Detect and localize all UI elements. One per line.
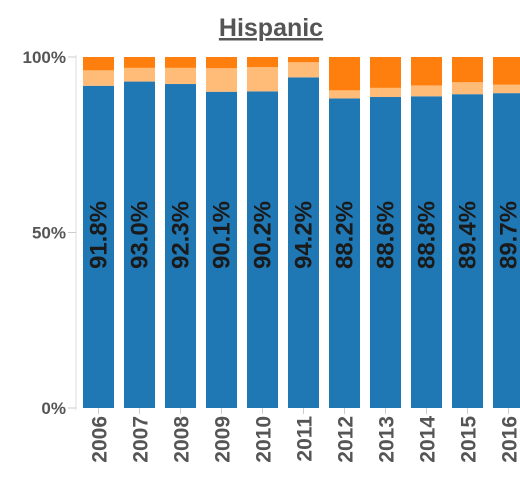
bar-segment-2014-0	[411, 96, 442, 408]
bar-segment-2015-1	[452, 82, 483, 95]
x-tick-label-2012: 2012	[335, 416, 358, 463]
bar-segment-2010-0	[247, 91, 278, 408]
bar-segment-2006-2	[83, 57, 114, 71]
value-label-2011: 94.2%	[291, 201, 318, 269]
bar-segment-2011-2	[288, 57, 319, 63]
bar-segment-2013-2	[370, 57, 401, 88]
bar-segment-2008-1	[165, 67, 196, 85]
value-label-2006: 91.8%	[86, 201, 113, 269]
bar-segment-2016-1	[493, 84, 520, 94]
value-label-2014: 88.8%	[414, 201, 441, 269]
x-tick-label-2010: 2010	[253, 416, 276, 463]
y-tick-label: 100%	[23, 48, 66, 67]
bar-segment-2007-2	[124, 57, 155, 68]
y-tick-label: 50%	[32, 224, 66, 243]
bar-segment-2009-0	[206, 91, 237, 409]
bar-segment-2010-1	[247, 67, 278, 92]
bar-segment-2013-1	[370, 87, 401, 98]
y-axis: 0% 50% 100%	[23, 48, 76, 418]
y-tick-label: 0%	[41, 399, 66, 418]
bar-segment-2016-0	[493, 93, 520, 408]
value-label-2009: 90.1%	[209, 201, 236, 269]
bar-segment-2013-0	[370, 97, 401, 408]
bar-segment-2012-1	[329, 90, 360, 99]
bar-segment-2007-0	[124, 81, 155, 408]
bar-segment-2006-1	[83, 70, 114, 86]
bar-segment-2009-2	[206, 57, 237, 69]
bar-segment-2011-0	[288, 77, 319, 408]
x-axis: 2006 2007 2008 2009 2010 2011 2012 2013 2014 2015…	[89, 408, 520, 463]
x-tick-label-2013: 2013	[376, 416, 399, 463]
value-label-2010: 90.2%	[250, 201, 277, 269]
bar-segment-2015-2	[452, 57, 483, 83]
bar-segment-2008-0	[165, 84, 196, 408]
value-label-2012: 88.2%	[332, 201, 359, 269]
bar-segment-2009-1	[206, 68, 237, 92]
bar-segment-2010-2	[247, 57, 278, 68]
bar-segment-2008-2	[165, 57, 196, 68]
x-tick-label-2016: 2016	[499, 416, 520, 463]
chart-title: Hispanic	[219, 14, 323, 42]
x-tick-label-2009: 2009	[212, 416, 235, 463]
x-tick-label-2011: 2011	[294, 416, 317, 462]
bar-segment-2014-1	[411, 85, 442, 97]
bar-segment-2015-0	[452, 94, 483, 409]
value-label-2008: 92.3%	[168, 201, 195, 269]
x-tick-label-2014: 2014	[417, 416, 440, 463]
bar-segment-2012-2	[329, 57, 360, 91]
value-label-2015: 89.4%	[455, 201, 482, 269]
bar-segment-2012-0	[329, 98, 360, 408]
value-label-2007: 93.0%	[127, 201, 154, 269]
bar-segment-2011-1	[288, 62, 319, 78]
value-label-2016: 89.7%	[496, 201, 520, 269]
x-tick-label-2007: 2007	[130, 416, 153, 463]
bar-segment-2006-0	[83, 85, 114, 409]
bar-segment-2016-2	[493, 57, 520, 85]
bar-segment-2014-2	[411, 57, 442, 86]
data-labels: 91.8% 93.0% 92.3% 90.1% 90.2% 94.2% 88.2% 88.6%…	[86, 201, 520, 269]
x-tick-label-2008: 2008	[171, 416, 194, 463]
x-tick-label-2015: 2015	[458, 416, 481, 463]
bar-segment-2007-1	[124, 67, 155, 82]
value-label-2013: 88.6%	[373, 201, 400, 269]
x-tick-label-2006: 2006	[89, 416, 112, 463]
bars	[83, 57, 520, 409]
